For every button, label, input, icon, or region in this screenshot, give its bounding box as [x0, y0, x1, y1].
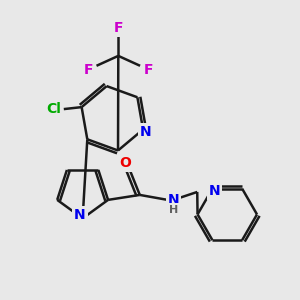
Text: N: N [168, 193, 179, 207]
Text: N: N [140, 125, 152, 140]
Text: Cl: Cl [46, 102, 61, 116]
Text: F: F [113, 21, 123, 35]
Text: N: N [74, 208, 85, 222]
Text: F: F [84, 63, 93, 77]
Text: N: N [208, 184, 220, 198]
Text: O: O [119, 156, 131, 170]
Text: F: F [143, 63, 153, 77]
Text: H: H [169, 205, 178, 215]
